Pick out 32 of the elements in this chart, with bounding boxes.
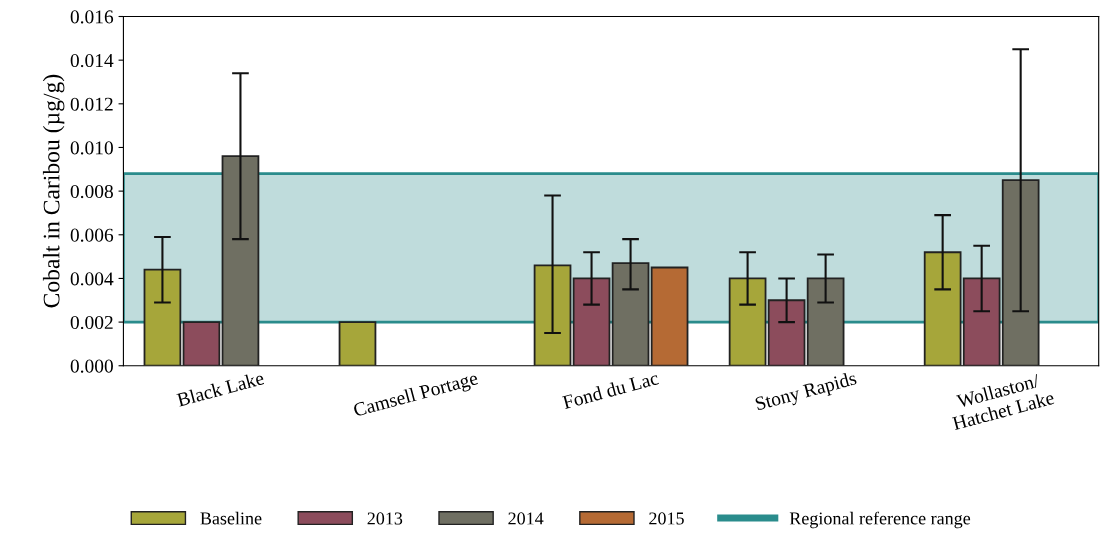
- legend-label: 2014: [508, 512, 544, 525]
- y-tick-label: 0.006: [70, 228, 114, 242]
- y-tick-label: 0.014: [70, 53, 114, 68]
- bar: [611, 262, 650, 366]
- bar: [767, 299, 806, 366]
- x-tick-label: Black Lake: [176, 370, 265, 407]
- x-tick-label: Stony Rapids: [754, 370, 859, 415]
- x-tick-label: Fond du Lac: [561, 370, 660, 410]
- y-tick-label: 0.010: [70, 141, 113, 155]
- y-tick-label: 0.008: [70, 184, 113, 199]
- legend-label: Regional reference range: [789, 511, 971, 529]
- y-tick-label: 0.002: [70, 315, 113, 330]
- bar: [728, 277, 767, 366]
- bar: [143, 268, 182, 366]
- y-tick-label: 0.004: [70, 272, 114, 286]
- bar: [182, 321, 221, 366]
- bar: [650, 266, 689, 366]
- x-tick-label: Wollaston/ Hatchet Lake: [951, 373, 1055, 431]
- legend-label: 2015: [649, 512, 684, 525]
- bar: [572, 277, 611, 366]
- bar: [806, 277, 845, 366]
- y-axis-title: Cobalt in Caribou (µg/g): [42, 74, 65, 308]
- bar: [338, 321, 377, 366]
- bar: [923, 251, 962, 366]
- bar: [533, 264, 572, 366]
- y-tick-label: 0.016: [70, 10, 114, 24]
- x-tick-label: Camsell Portage: [352, 370, 480, 421]
- y-tick-label: 0.012: [70, 97, 113, 111]
- bar: [221, 155, 260, 366]
- legend-label: Baseline: [200, 511, 262, 525]
- y-tick-label: 0.000: [70, 359, 113, 373]
- legend-label: 2013: [367, 512, 403, 525]
